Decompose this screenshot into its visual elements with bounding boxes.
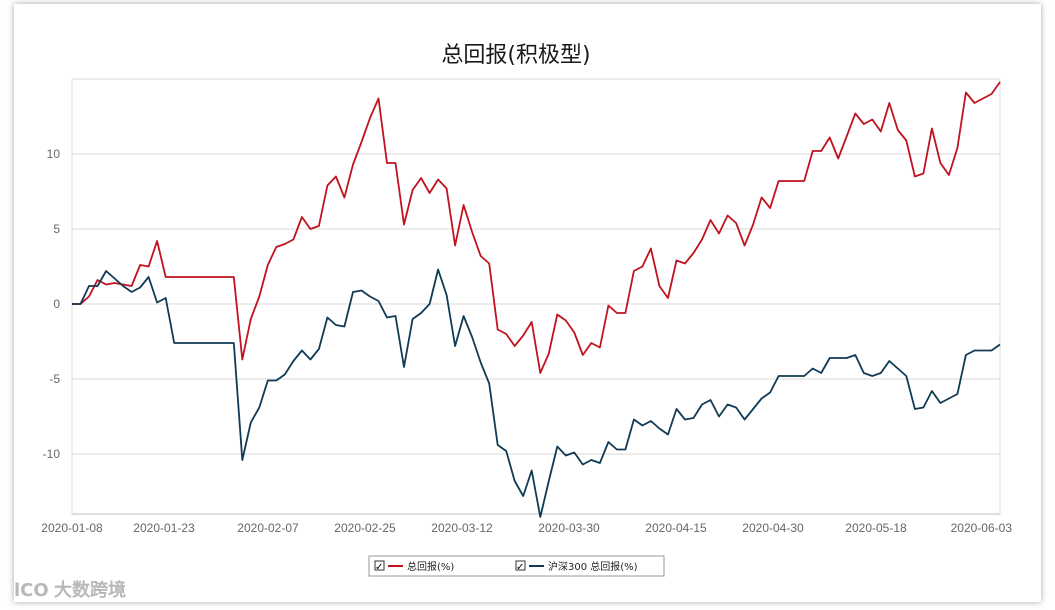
x-tick-label: 2020-05-18 xyxy=(845,521,907,535)
chart-title: 总回报(积极型) xyxy=(441,43,590,68)
x-axis: 2020-01-08 2020-01-23 2020-02-07 2020-02-25… xyxy=(41,521,1012,535)
y-tick-label: 10 xyxy=(47,147,61,161)
legend: ✓ 总回报(%) ✓ 沪深300 总回报(%) xyxy=(368,555,665,577)
checkmark-icon: ✓ xyxy=(375,562,383,573)
chart-frame: 总回报(积极型) -10 -5 0 5 10 2020-01-08 2020-01-23 2… xyxy=(14,4,1041,602)
legend-checkbox[interactable] xyxy=(515,560,526,571)
watermark: lCO 大数跨境 xyxy=(14,579,126,601)
series-line-total-return xyxy=(72,81,1001,374)
legend-label: 沪深300 总回报(%) xyxy=(548,560,638,573)
series-lines xyxy=(72,81,1001,518)
y-tick-label: 0 xyxy=(53,297,60,311)
x-tick-label: 2020-01-08 xyxy=(41,521,103,535)
x-tick-label: 2020-03-30 xyxy=(538,521,600,535)
y-tick-label: -5 xyxy=(49,372,60,386)
grid xyxy=(72,153,1000,455)
series-line-csi300-return xyxy=(72,268,1001,518)
watermark-text: 大数跨境 xyxy=(54,579,126,601)
y-axis: -10 -5 0 5 10 xyxy=(43,147,61,461)
x-tick-label: 2020-04-30 xyxy=(742,521,804,535)
x-tick-label: 2020-03-12 xyxy=(431,521,493,535)
y-tick-label: -10 xyxy=(43,447,61,461)
legend-item-total-return[interactable]: ✓ 总回报(%) xyxy=(374,560,454,573)
x-tick-label: 2020-02-07 xyxy=(237,521,299,535)
legend-label: 总回报(%) xyxy=(407,560,454,573)
x-tick-label: 2020-06-03 xyxy=(951,521,1013,535)
legend-checkbox[interactable] xyxy=(374,560,385,571)
watermark-logo-icon: lCO xyxy=(14,580,49,601)
y-tick-label: 5 xyxy=(53,222,60,236)
checkmark-icon: ✓ xyxy=(516,562,524,573)
legend-item-csi300-return[interactable]: ✓ 沪深300 总回报(%) xyxy=(515,560,638,573)
x-tick-label: 2020-01-23 xyxy=(133,521,195,535)
x-tick-label: 2020-02-25 xyxy=(334,521,396,535)
x-tick-label: 2020-04-15 xyxy=(645,521,707,535)
